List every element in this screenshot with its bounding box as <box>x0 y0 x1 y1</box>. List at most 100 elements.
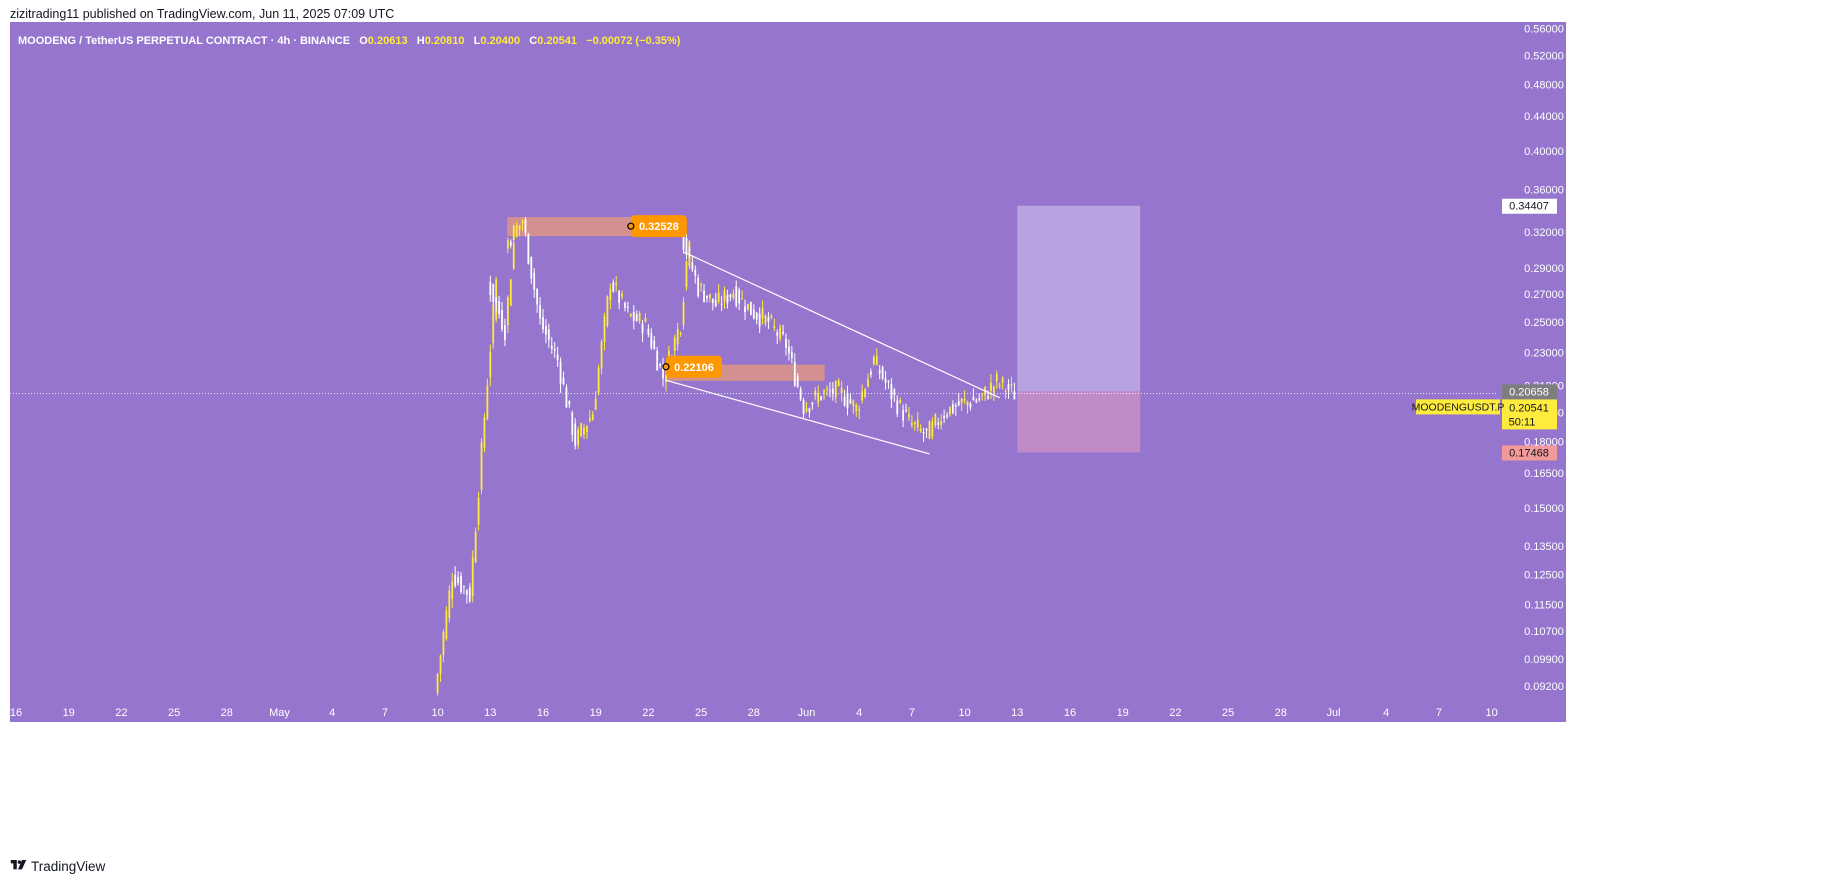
x-tick-label: 10 <box>958 707 970 719</box>
candle-body <box>911 422 913 426</box>
x-tick-label: 19 <box>590 707 602 719</box>
target-price-tag-bg <box>1502 198 1557 214</box>
candle-body <box>436 674 439 694</box>
candle-body <box>501 309 503 330</box>
candle-body <box>504 325 506 340</box>
candle-body <box>506 240 509 249</box>
candle-body <box>966 401 969 406</box>
candle-body <box>489 281 492 296</box>
y-tick-label: 0.48000 <box>1524 80 1564 92</box>
candle-body <box>723 290 726 302</box>
candle-body <box>597 367 600 393</box>
candle-body <box>568 400 571 405</box>
candle-body <box>445 610 448 639</box>
candle-body <box>644 318 647 322</box>
candle-body <box>580 423 582 436</box>
candle-body <box>908 414 910 418</box>
candle-body <box>788 346 790 354</box>
candle-body <box>796 376 799 387</box>
candle-body <box>872 356 875 365</box>
footer-branding: TradingView <box>10 856 105 876</box>
candle-body <box>512 226 515 241</box>
target-price-tag: 0.34407 <box>1509 201 1549 213</box>
candle-body <box>682 234 685 250</box>
candle-body <box>808 408 811 413</box>
last-price-tag: 0.20541 <box>1509 402 1549 414</box>
candle-body <box>600 341 603 369</box>
candle-body <box>972 396 975 401</box>
x-tick-label: 22 <box>1169 707 1181 719</box>
candle-body <box>635 314 638 321</box>
candle-body <box>855 405 858 412</box>
legend-close-label: C <box>529 35 538 47</box>
candle-body <box>638 313 641 322</box>
symbol-label: MOODENGUSDT.P <box>1412 401 1505 413</box>
candle-body <box>703 290 705 302</box>
candle-body <box>902 410 905 421</box>
candle-body <box>542 316 544 330</box>
candle-body <box>729 294 732 297</box>
chart-legend: MOODENG / TetherUS PERPETUAL CONTRACT · … <box>18 35 680 47</box>
y-tick-label: 0.10700 <box>1524 626 1564 638</box>
candle-body <box>489 352 492 378</box>
x-tick-label: 10 <box>1485 707 1497 719</box>
candle-body <box>767 317 770 322</box>
y-tick-label: 0.44000 <box>1524 111 1564 123</box>
y-tick-label: 0.29000 <box>1524 263 1564 275</box>
candle-body <box>925 428 928 431</box>
candle-body <box>934 414 937 426</box>
candle-body <box>776 332 779 336</box>
candle-body <box>981 393 984 395</box>
candle-body <box>708 294 711 299</box>
candle-body <box>656 351 659 371</box>
candle-body <box>594 398 597 410</box>
candle-body <box>685 237 688 255</box>
candle-body <box>1013 391 1016 400</box>
legend-open-label: O <box>359 35 368 47</box>
candle-body <box>553 348 556 351</box>
candle-body <box>442 632 445 655</box>
candle-body <box>749 301 752 316</box>
candle-body <box>752 309 755 319</box>
candle-body <box>521 221 524 223</box>
candle-body <box>992 386 995 393</box>
candle-body <box>864 389 866 397</box>
y-tick-label: 0.09900 <box>1524 654 1564 666</box>
candle-body <box>624 302 626 308</box>
candle-body <box>870 371 872 375</box>
marker-high-label-bg <box>630 215 687 238</box>
candle-body <box>846 392 849 409</box>
y-tick-label: 0.15000 <box>1524 503 1564 515</box>
candle-body <box>647 328 650 335</box>
candle-body <box>738 289 741 304</box>
candle-body <box>618 291 621 303</box>
marker-high-dot <box>627 222 635 230</box>
x-tick-label: 16 <box>537 707 549 719</box>
candle-body <box>744 306 746 313</box>
candle-body <box>591 414 594 421</box>
plot-area <box>10 22 1497 702</box>
candle-body <box>887 380 890 383</box>
candle-body <box>463 586 465 588</box>
x-tick-label: 13 <box>484 707 496 719</box>
candle-body <box>512 242 515 269</box>
candle-body <box>609 288 612 301</box>
candle-body <box>562 377 565 384</box>
x-tick-label: Jun <box>798 707 816 719</box>
candle-body <box>448 590 451 618</box>
candle-body <box>884 378 887 383</box>
candle-body <box>896 400 899 414</box>
candle-body <box>861 391 864 401</box>
x-tick-label: 16 <box>1064 707 1076 719</box>
candle-body <box>606 296 609 326</box>
candle-body <box>878 370 881 374</box>
tradingview-brand[interactable]: TradingView <box>31 858 106 874</box>
legend-open: 0.20613 <box>367 35 408 47</box>
candle-body <box>995 373 998 382</box>
candle-body <box>990 382 992 391</box>
candle-body <box>480 442 483 490</box>
candle-body <box>685 261 688 288</box>
candle-body <box>471 557 474 597</box>
candle-body <box>899 400 902 403</box>
